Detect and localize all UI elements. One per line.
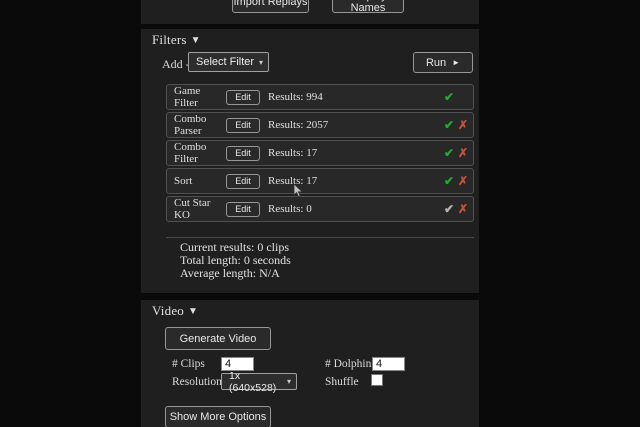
remove-icon[interactable]: ✗ (457, 118, 469, 132)
check-icon: ✔ (443, 174, 455, 188)
collapse-caret-icon: ▼ (190, 35, 201, 46)
resolution-value: 1x (640x528) (229, 369, 277, 394)
run-label: Run (425, 56, 447, 69)
filter-row-combo-parser: Combo Parser Edit Results: 2057 ✔ ✗ (166, 112, 474, 138)
filter-rows: Game Filter Edit Results: 994 ✔ ✗ Combo … (166, 84, 474, 224)
chevron-down-icon: ▾ (258, 57, 263, 67)
run-button[interactable]: Run ► (413, 52, 473, 73)
results-summary: Current results: 0 clips Total length: 0… (180, 241, 291, 280)
filter-name: Sort (174, 175, 193, 187)
add-filter-label: Add - (162, 57, 190, 71)
chevron-down-icon: ▾ (286, 377, 291, 386)
filter-status: ✔ ✗ (442, 169, 470, 193)
show-more-options-button[interactable]: Show More Options (165, 406, 271, 427)
filter-name: Cut Star KO (174, 197, 211, 221)
filter-row-combo-filter: Combo Filter Edit Results: 17 ✔ ✗ (166, 140, 474, 166)
shuffle-checkbox[interactable] (371, 374, 383, 386)
edit-button[interactable]: Edit (226, 117, 260, 133)
remove-icon[interactable]: ✗ (457, 146, 469, 160)
check-icon: ✔ (443, 118, 455, 132)
select-filter-value: Select Filter (196, 56, 255, 68)
play-icon: ► (452, 58, 461, 67)
dolphins-input[interactable] (372, 357, 405, 371)
clips-label: # Clips (172, 358, 205, 370)
mouse-cursor-icon (293, 183, 303, 198)
main-column: Import Replays Netplay Names Filters▼ Ad… (141, 0, 479, 427)
total-length-text: Total length: 0 seconds (180, 253, 291, 267)
filter-name: Game Filter (174, 85, 201, 109)
filters-section-title[interactable]: Filters ▼ (152, 32, 201, 48)
filter-row-sort: Sort Edit Results: 17 ✔ ✗ (166, 168, 474, 194)
dolphins-label: # Dolphins (325, 358, 376, 370)
filters-title-label: Filters (152, 32, 187, 47)
check-icon: ✔ (443, 90, 455, 104)
filter-results: Results: 994 (268, 91, 323, 103)
video-title-label: Video (152, 303, 184, 318)
select-filter-dropdown[interactable]: Select Filter ▾ (188, 52, 269, 72)
collapse-caret-icon: ▼ (188, 306, 199, 317)
results-divider (166, 237, 474, 238)
average-length-text: Average length: N/A (180, 266, 280, 280)
filter-results: Results: 17 (268, 175, 318, 187)
filter-row-game-filter: Game Filter Edit Results: 994 ✔ ✗ (166, 84, 474, 110)
remove-icon[interactable]: ✗ (457, 202, 469, 216)
clips-input[interactable] (221, 357, 254, 371)
resolution-dropdown[interactable]: 1x (640x528) ▾ (221, 370, 297, 394)
filter-status: ✔ ✗ (442, 197, 470, 221)
resolution-label: Resolution (172, 376, 222, 388)
remove-icon[interactable]: ✗ (457, 174, 469, 188)
filter-results: Results: 0 (268, 203, 312, 215)
filter-name: Combo Filter (174, 141, 207, 165)
filters-panel: Filters ▼ Add - Select Filter ▾ Run ► Gam… (141, 29, 479, 293)
netplay-names-button[interactable]: Netplay Names (332, 0, 404, 14)
filter-results: Results: 17 (268, 147, 318, 159)
video-section-title[interactable]: Video ▼ (152, 303, 198, 319)
edit-button[interactable]: Edit (226, 89, 260, 105)
filter-status: ✔ ✗ (442, 113, 470, 137)
filter-status: ✔ ✗ (442, 141, 470, 165)
edit-button[interactable]: Edit (226, 173, 260, 189)
import-replays-button[interactable]: Import Replays (232, 0, 309, 13)
edit-button[interactable]: Edit (226, 201, 260, 217)
top-panel: Import Replays Netplay Names (141, 0, 479, 24)
filter-status: ✔ ✗ (442, 85, 470, 109)
check-icon: ✔ (443, 146, 455, 160)
generate-video-button[interactable]: Generate Video (165, 327, 271, 350)
filter-results: Results: 2057 (268, 119, 329, 131)
filter-row-cut-star-ko: Cut Star KO Edit Results: 0 ✔ ✗ (166, 196, 474, 222)
current-results-text: Current results: 0 clips (180, 240, 289, 254)
edit-button[interactable]: Edit (226, 145, 260, 161)
filter-name: Combo Parser (174, 113, 207, 137)
video-panel: Video ▼ Generate Video # Clips # Dolphins… (141, 300, 479, 427)
shuffle-label: Shuffle (325, 376, 359, 388)
check-icon: ✔ (443, 202, 455, 216)
